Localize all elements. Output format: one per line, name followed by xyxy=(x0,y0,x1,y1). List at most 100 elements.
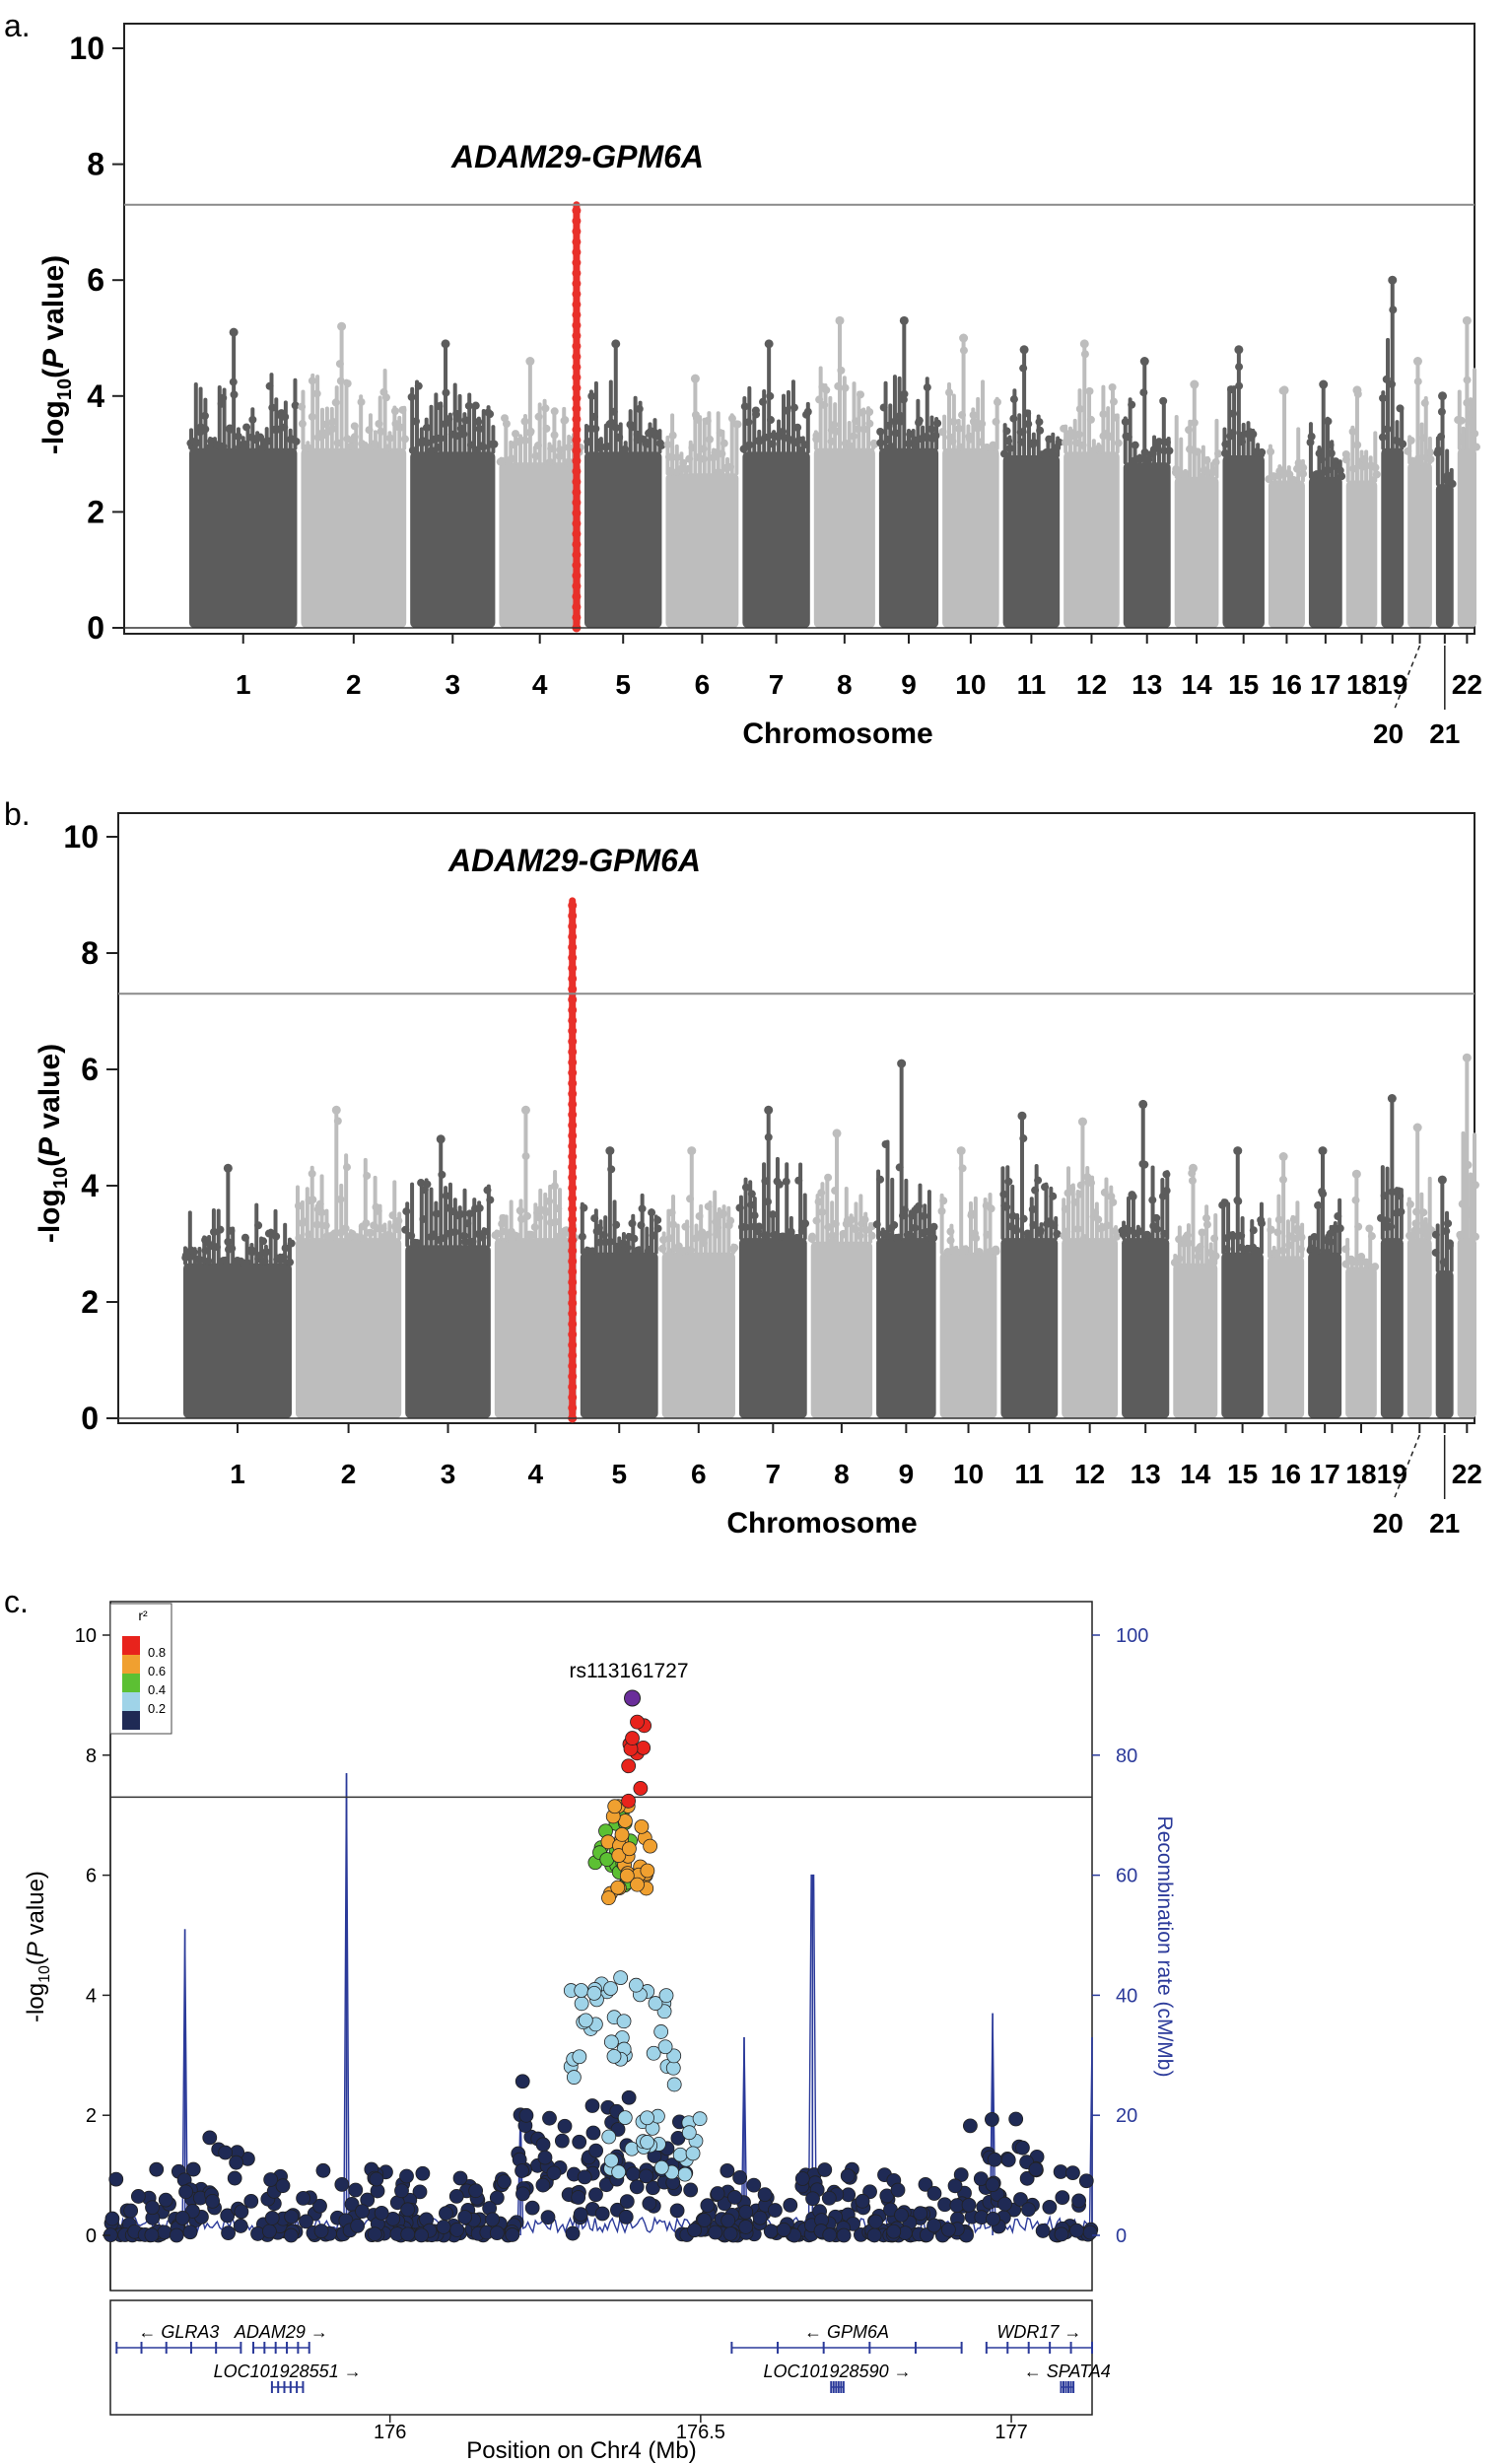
chromosome-8-points xyxy=(812,315,879,628)
y-tick-label: 10 xyxy=(75,1625,97,1647)
highlighted-locus-points xyxy=(568,897,578,1423)
x-tick-label: 3 xyxy=(446,669,461,700)
r2-legend: r² 0.8 0.6 0.4 0.2 xyxy=(109,1603,172,1735)
y-tick-label: 0 xyxy=(87,610,104,646)
panel-c-regional-plot: c. 0 2 4 6 8 10 0 20 40 60 80 100 rs113161727 r² 0… xyxy=(4,1584,1176,2464)
y-tick-label: 0 xyxy=(81,1401,99,1436)
y-tick-label: 10 xyxy=(63,819,99,855)
panel-a-y-title: -log10(P value) xyxy=(37,255,76,454)
chromosome-19-points xyxy=(1376,1094,1406,1418)
x-tick-label: 15 xyxy=(1227,1459,1258,1489)
panel-b-label: b. xyxy=(4,796,31,832)
panel-c-label: c. xyxy=(4,1584,29,1619)
chromosome-8-points xyxy=(807,1129,876,1418)
lead-snp-point xyxy=(624,1689,642,1707)
chromosome-21-points xyxy=(1431,1175,1454,1418)
y-tick-label: 6 xyxy=(81,1052,99,1087)
gene-label: ADAM29 → xyxy=(234,2322,328,2342)
x-tick-label: 176 xyxy=(374,2422,406,2443)
y2-tick-label: 60 xyxy=(1116,1866,1137,1887)
chromosome-11-points xyxy=(999,345,1063,628)
panel-a-label: a. xyxy=(4,8,31,43)
panel-a-frame xyxy=(123,23,1475,635)
x-tick-label: 2 xyxy=(346,669,362,700)
chromosome-6-points xyxy=(663,374,742,628)
x-tick-label: 9 xyxy=(899,1459,915,1489)
x-tick-label: 16 xyxy=(1271,669,1302,700)
x-tick-label: 1 xyxy=(236,669,251,700)
x-tick-label: 14 xyxy=(1180,1459,1211,1489)
y2-tick-label: 0 xyxy=(1116,2225,1127,2247)
legend-swatch xyxy=(122,1692,140,1711)
chromosome-18-points xyxy=(1341,385,1381,628)
y-tick-label: 8 xyxy=(86,1745,97,1767)
chromosome-22-points xyxy=(1454,315,1480,628)
gene-LOC101928551: LOC101928551 → xyxy=(214,2361,362,2393)
chromosome-15-points xyxy=(1221,345,1267,628)
chromosome-16-points xyxy=(1267,1152,1306,1418)
x-tick-label: 177 xyxy=(995,2422,1027,2443)
chromosome-22-points xyxy=(1456,1053,1480,1418)
x-tick-label: 20 xyxy=(1373,719,1404,749)
panel-c-y2-axis: 0 20 40 60 80 100 xyxy=(1092,1625,1148,2247)
gene-label: ← GLRA3 xyxy=(138,2322,219,2342)
x-tick-label: 9 xyxy=(901,669,917,700)
x-tick-label: 11 xyxy=(1015,1459,1045,1489)
x-tick-label: 176.5 xyxy=(676,2422,725,2443)
chromosome-11-points xyxy=(999,1111,1062,1418)
panel-b-gene-annotation: ADAM29-GPM6A xyxy=(447,843,701,878)
chromosome-17-points xyxy=(1306,379,1346,628)
legend-title: r² xyxy=(138,1608,148,1623)
x-tick-label: 8 xyxy=(834,1459,850,1489)
chromosome-7-points xyxy=(739,339,812,628)
chromosome-12-points xyxy=(1060,1117,1121,1418)
x-tick-label: 21 xyxy=(1429,719,1460,749)
y-tick-label: 0 xyxy=(86,2225,97,2247)
y2-tick-label: 40 xyxy=(1116,1985,1137,2007)
x-tick-label: 10 xyxy=(953,1459,984,1489)
panel-b-frame xyxy=(117,812,1475,1424)
chromosome-5-points xyxy=(583,339,666,628)
gene-ADAM29: ADAM29 → xyxy=(234,2322,328,2354)
x-tick-label: 19 xyxy=(1377,669,1407,700)
chromosome-20-points xyxy=(1406,1123,1436,1418)
gene-label: LOC101928590 → xyxy=(763,2361,911,2381)
x-tick-label: 12 xyxy=(1074,1459,1105,1489)
chromosome-13-points xyxy=(1121,357,1174,628)
x-tick-label: 2 xyxy=(341,1459,357,1489)
x-tick-label: 15 xyxy=(1228,669,1259,700)
y-tick-label: 4 xyxy=(81,1168,99,1203)
x-tick-label: 16 xyxy=(1270,1459,1301,1489)
chromosome-21-points xyxy=(1433,391,1457,628)
y-tick-label: 8 xyxy=(87,147,104,182)
x-tick-label: 4 xyxy=(532,669,548,700)
y-tick-label: 6 xyxy=(87,262,104,298)
panel-c-y2-title: Recombination rate (cM/Mb) xyxy=(1153,1816,1176,2078)
chromosome-3-points xyxy=(407,339,499,628)
chromosome-9-points xyxy=(876,315,942,628)
y2-tick-label: 80 xyxy=(1116,1745,1137,1767)
x-tick-label: 19 xyxy=(1377,1459,1407,1489)
chromosome-20-points xyxy=(1404,357,1435,628)
lead-snp-label: rs113161727 xyxy=(569,1660,688,1682)
y2-tick-label: 100 xyxy=(1116,1625,1148,1647)
panel-c-x-axis: 176 176.5 177 xyxy=(374,2415,1028,2443)
y-tick-label: 2 xyxy=(86,2105,97,2127)
x-tick-label: 18 xyxy=(1346,669,1377,700)
chromosome-14-points xyxy=(1170,1163,1220,1418)
legend-label: 0.4 xyxy=(148,1682,166,1697)
x-tick-label: 12 xyxy=(1076,669,1107,700)
gene-track-frame xyxy=(109,2299,1093,2416)
x-tick-label: 17 xyxy=(1310,1459,1340,1489)
panel-a-gene-annotation: ADAM29-GPM6A xyxy=(450,139,704,174)
chromosome-10-points xyxy=(938,333,1001,628)
chromosome-17-points xyxy=(1306,1146,1344,1418)
y-tick-label: 2 xyxy=(81,1284,99,1320)
x-tick-label: 4 xyxy=(528,1459,544,1489)
panel-b-x-title: Chromosome xyxy=(726,1507,917,1540)
